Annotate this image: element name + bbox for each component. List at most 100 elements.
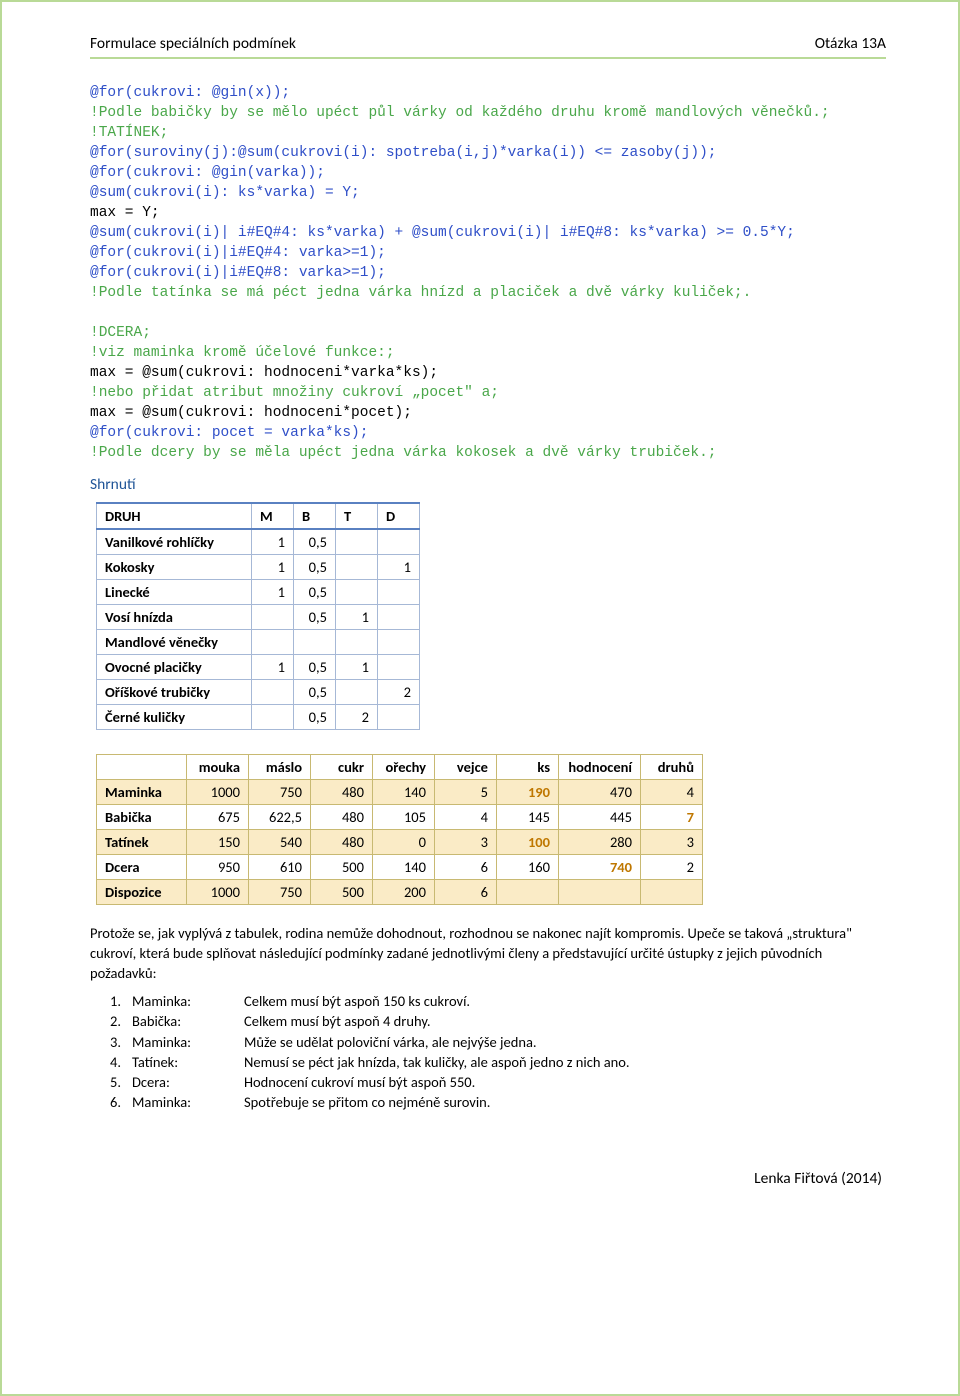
list-who: Babička: xyxy=(132,1011,244,1031)
code-line: !viz maminka kromě účelové funkce:; xyxy=(90,345,395,361)
row-label: Tatínek xyxy=(97,830,187,855)
row-label: Vanilkové rohlíčky xyxy=(97,529,252,555)
code-line: @for(suroviny(j):@sum(cukrovi(i): spotre… xyxy=(90,145,717,161)
table-cell: 2 xyxy=(641,855,703,880)
table-row: Maminka100075048014051904704 xyxy=(97,780,703,805)
list-who: Maminka: xyxy=(132,1032,244,1052)
table-row: Vosí hnízda 0,51 xyxy=(97,605,420,630)
list-index: 3. xyxy=(90,1032,132,1052)
table-cell: 140 xyxy=(373,855,435,880)
list-item: 4.Tatínek:Nemusí se péct jak hnízda, tak… xyxy=(90,1052,886,1072)
table-header: D xyxy=(378,503,420,529)
code-line: @for(cukrovi(i)|i#EQ#8: varka>=1); xyxy=(90,265,386,281)
table-cell xyxy=(252,630,294,655)
table-cell: 2 xyxy=(336,705,378,730)
table-cell: 480 xyxy=(311,830,373,855)
table-cell xyxy=(252,705,294,730)
row-label: Mandlové věnečky xyxy=(97,630,252,655)
table-row: Černé kuličky0,52 xyxy=(97,705,420,730)
table-header: vejce xyxy=(435,755,497,780)
list-item: 2.Babička:Celkem musí být aspoň 4 druhy. xyxy=(90,1011,886,1031)
code-line: @for(cukrovi: pocet = varka*ks); xyxy=(90,425,368,441)
row-label: Dispozice xyxy=(97,880,187,905)
list-index: 2. xyxy=(90,1011,132,1031)
list-text: Může se udělat poloviční várka, ale nejv… xyxy=(244,1032,886,1052)
table-row: Dispozice10007505002006 xyxy=(97,880,703,905)
table-cell: 740 xyxy=(559,855,641,880)
header-right: Otázka 13A xyxy=(815,34,886,53)
table-cell: 280 xyxy=(559,830,641,855)
table-cell: 150 xyxy=(187,830,249,855)
code-block: @for(cukrovi: @gin(x)); !Podle babičky b… xyxy=(90,83,886,463)
table-cell xyxy=(378,580,420,605)
table-cell: 100 xyxy=(497,830,559,855)
list-text: Nemusí se péct jak hnízda, tak kuličky, … xyxy=(244,1052,886,1072)
page-header: Formulace speciálních podmínek Otázka 13… xyxy=(90,34,886,53)
table-cell xyxy=(378,655,420,680)
row-label: Kokosky xyxy=(97,555,252,580)
table-cell: 1 xyxy=(252,655,294,680)
code-line: max = @sum(cukrovi: hodnoceni*varka*ks); xyxy=(90,365,438,381)
table-cell: 0 xyxy=(373,830,435,855)
table-cell xyxy=(559,880,641,905)
table-row: Mandlové věnečky xyxy=(97,630,420,655)
table-row: Tatínek150540480031002803 xyxy=(97,830,703,855)
table-cell xyxy=(336,555,378,580)
table-header: ořechy xyxy=(373,755,435,780)
list-index: 6. xyxy=(90,1092,132,1112)
table-row: Linecké10,5 xyxy=(97,580,420,605)
table-cell: 4 xyxy=(435,805,497,830)
table-cell: 105 xyxy=(373,805,435,830)
table-cell: 675 xyxy=(187,805,249,830)
header-left: Formulace speciálních podmínek xyxy=(90,34,296,53)
list-who: Maminka: xyxy=(132,991,244,1011)
table-cell xyxy=(641,880,703,905)
table-cell: 1 xyxy=(252,580,294,605)
page: Formulace speciálních podmínek Otázka 13… xyxy=(0,0,960,1396)
table-cell: 4 xyxy=(641,780,703,805)
table-cell: 145 xyxy=(497,805,559,830)
code-line: @sum(cukrovi(i): ks*varka) = Y; xyxy=(90,185,360,201)
table-cell xyxy=(336,680,378,705)
code-line: @for(cukrovi: @gin(varka)); xyxy=(90,165,325,181)
table-header: T xyxy=(336,503,378,529)
table-header xyxy=(97,755,187,780)
row-label: Linecké xyxy=(97,580,252,605)
list-who: Dcera: xyxy=(132,1072,244,1092)
paragraph: Protože se, jak vyplývá z tabulek, rodin… xyxy=(90,923,886,983)
code-line: !Podle tatínka se má péct jedna várka hn… xyxy=(90,285,751,301)
footer-author: Lenka Fiřtová (2014) xyxy=(90,1169,886,1188)
list-index: 4. xyxy=(90,1052,132,1072)
table-cell xyxy=(336,529,378,555)
table-cell: 3 xyxy=(641,830,703,855)
code-line: max = Y; xyxy=(90,205,160,221)
table-row: Vanilkové rohlíčky10,5 xyxy=(97,529,420,555)
list-who: Tatínek: xyxy=(132,1052,244,1072)
table-cell: 6 xyxy=(435,880,497,905)
list-item: 6.Maminka:Spotřebuje se přitom co nejmén… xyxy=(90,1092,886,1112)
row-label: Vosí hnízda xyxy=(97,605,252,630)
table-cell: 1 xyxy=(336,605,378,630)
table-cell: 1 xyxy=(252,529,294,555)
table-header: DRUH xyxy=(97,503,252,529)
table-cell xyxy=(378,705,420,730)
table-cell: 0,5 xyxy=(294,705,336,730)
table-cell: 1000 xyxy=(187,880,249,905)
table-cell: 5 xyxy=(435,780,497,805)
table-cell: 750 xyxy=(249,880,311,905)
table-cell: 480 xyxy=(311,805,373,830)
table-cell xyxy=(252,680,294,705)
code-line: @sum(cukrovi(i)| i#EQ#4: ks*varka) + @su… xyxy=(90,225,795,241)
row-label: Babička xyxy=(97,805,187,830)
table-cell: 622,5 xyxy=(249,805,311,830)
table-cell: 500 xyxy=(311,880,373,905)
table-header: mouka xyxy=(187,755,249,780)
table-row: Babička675622,548010541454457 xyxy=(97,805,703,830)
table-cell: 140 xyxy=(373,780,435,805)
table-cell: 190 xyxy=(497,780,559,805)
table-cell: 7 xyxy=(641,805,703,830)
table-header: hodnocení xyxy=(559,755,641,780)
code-line: !nebo přidat atribut množiny cukroví „po… xyxy=(90,385,499,401)
row-label: Ovocné placičky xyxy=(97,655,252,680)
table-cell: 0,5 xyxy=(294,605,336,630)
